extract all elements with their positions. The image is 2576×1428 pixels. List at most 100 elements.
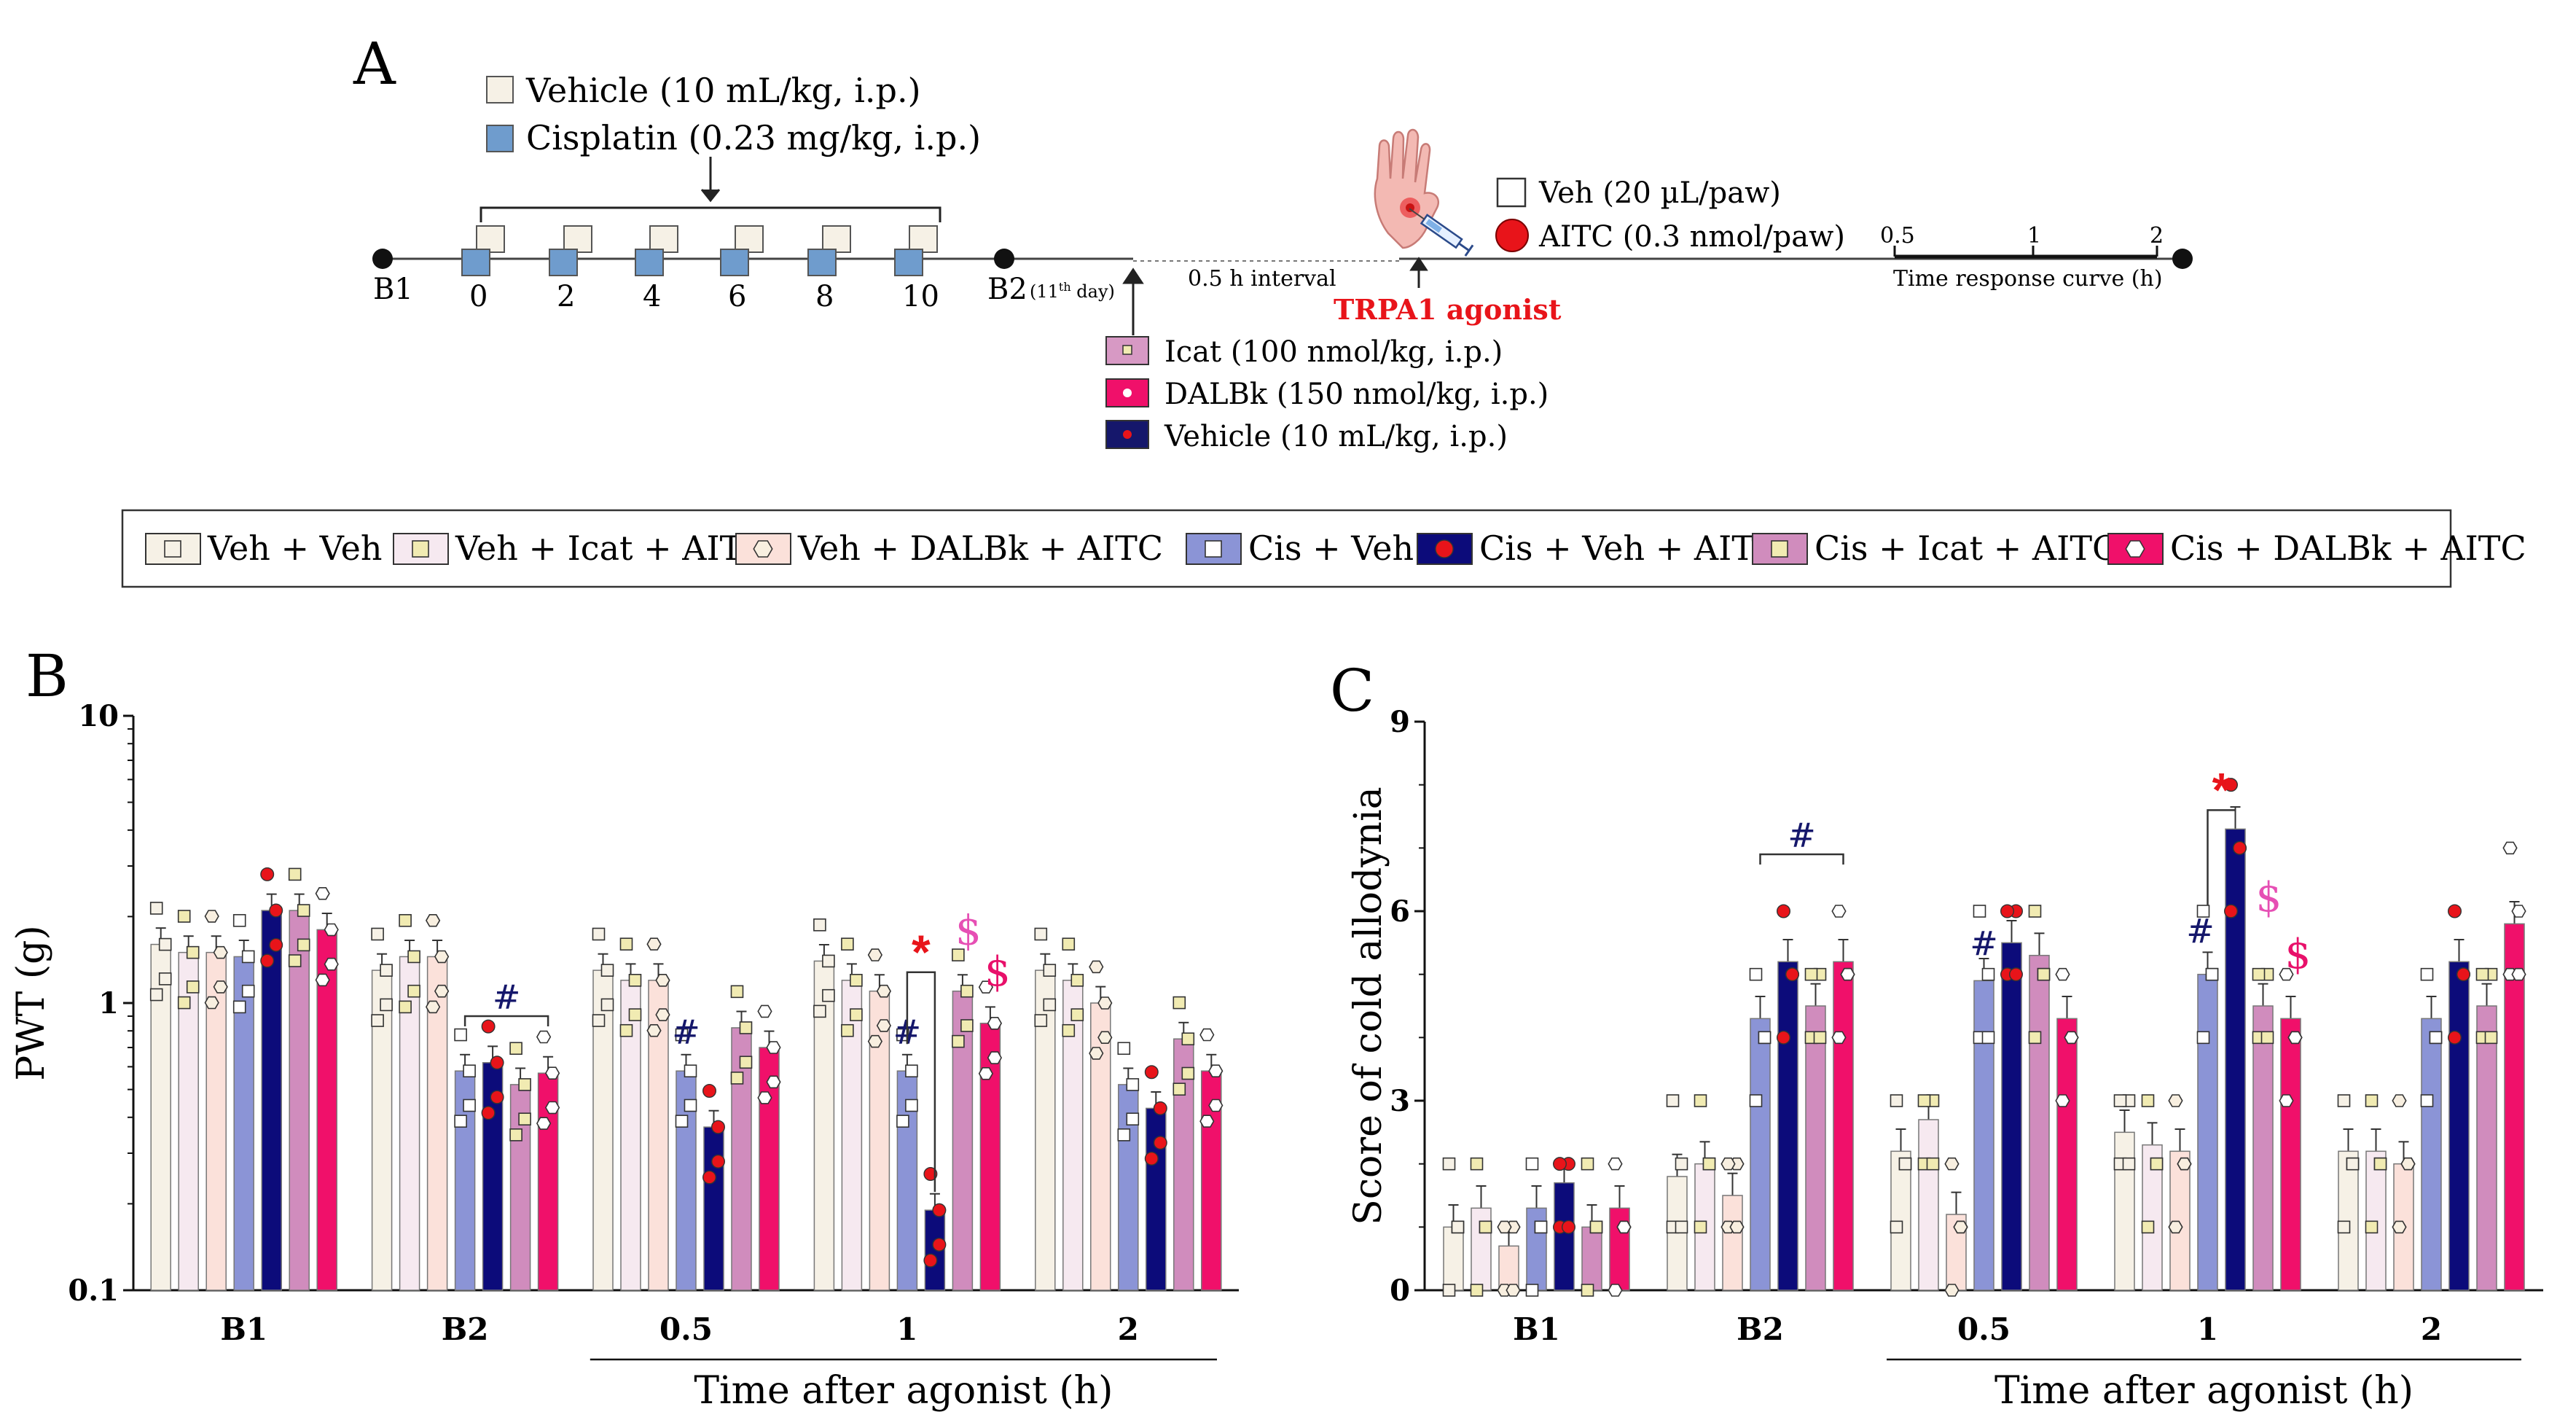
baseline2-note-prefix: (11	[1030, 281, 1059, 302]
data-point	[757, 1091, 772, 1104]
data-point	[822, 988, 835, 1002]
significance-bracket	[2207, 809, 2236, 905]
data-point	[2037, 967, 2051, 981]
bar-group	[1890, 904, 2079, 1297]
data-point	[536, 1030, 552, 1044]
data-point	[1043, 998, 1057, 1012]
data-point	[177, 910, 191, 923]
data-point	[2196, 1031, 2210, 1045]
data-point	[1034, 1014, 1048, 1027]
cisplatin-injection-icon	[549, 249, 578, 276]
significance-bracket	[1759, 853, 1844, 865]
data-point	[2392, 1220, 2407, 1234]
day-label: 2	[557, 280, 575, 313]
icat-swatch-icon	[1105, 336, 1149, 365]
data-point	[315, 887, 330, 900]
data-point	[1525, 1284, 1539, 1297]
data-point	[425, 1000, 441, 1014]
vehicle-injection-icon	[735, 225, 764, 253]
bar	[1918, 1119, 1939, 1291]
data-point	[2287, 1031, 2303, 1045]
data-point	[987, 1017, 1003, 1030]
data-point	[1561, 1220, 1575, 1234]
data-point	[2141, 1094, 2155, 1107]
annotation-dollar: $	[2256, 874, 2282, 921]
annotation-star: *	[912, 925, 931, 979]
data-point	[923, 1167, 938, 1182]
data-point	[2447, 1030, 2462, 1045]
data-point	[628, 974, 642, 987]
group-legend: Veh + Veh Veh + Icat + AITC Veh + DALBk + …	[121, 509, 2526, 588]
data-point	[149, 988, 163, 1002]
data-point	[1181, 1066, 1195, 1080]
timeline-end-dot-icon	[2172, 249, 2193, 269]
data-point	[711, 1154, 726, 1168]
legend-item: Veh + Icat + AITC	[393, 528, 768, 568]
bar	[1443, 1226, 1464, 1291]
data-point	[177, 996, 191, 1010]
data-point	[434, 984, 450, 998]
data-point	[2055, 967, 2070, 981]
data-point	[2260, 1031, 2274, 1045]
legend-item: Cis + Icat + AITC	[1752, 528, 2118, 568]
data-point	[241, 984, 255, 998]
injection-bracket	[479, 157, 941, 222]
data-point	[1153, 1136, 1167, 1150]
data-point	[867, 948, 883, 961]
data-point	[2168, 1220, 2183, 1234]
data-point	[509, 1128, 522, 1142]
data-point	[960, 984, 974, 998]
vehicle-ip-marker-icon	[1123, 430, 1132, 439]
data-point	[876, 1019, 892, 1032]
data-point	[2346, 1157, 2360, 1171]
data-point	[297, 938, 310, 952]
data-point	[730, 985, 744, 999]
bar	[261, 910, 282, 1291]
data-point	[1097, 996, 1113, 1010]
x-tick-label: B1	[1513, 1311, 1560, 1347]
bar	[1833, 961, 1854, 1291]
data-point	[1917, 1094, 1931, 1107]
data-point	[702, 1083, 717, 1098]
legend-swatch-icon	[1417, 533, 1473, 565]
cisplatin-injection-icon	[635, 249, 664, 276]
data-point	[2150, 1157, 2164, 1171]
data-point	[757, 1004, 772, 1018]
data-point	[850, 1008, 863, 1021]
y-tick-label: 1	[98, 986, 119, 1021]
data-point	[213, 945, 228, 959]
bar	[2476, 1005, 2497, 1291]
data-point	[241, 950, 255, 964]
y-tick-label: 0.1	[68, 1273, 119, 1308]
data-point	[1926, 1157, 1940, 1171]
data-point	[600, 998, 614, 1012]
data-point	[905, 1064, 918, 1078]
agonist-arrow-icon	[1409, 257, 1428, 288]
data-point	[2064, 1031, 2079, 1045]
vehicle-label: Vehicle (10 mL/kg, i.p.)	[525, 71, 921, 110]
legend-label: Cis + Veh + AITC	[1479, 528, 1780, 568]
interval-label: 0.5 h interval	[1188, 266, 1336, 292]
data-point	[1172, 996, 1186, 1010]
data-point	[1608, 1284, 1623, 1297]
panel-a-letter: A	[353, 30, 396, 98]
legend-marker-icon	[753, 540, 773, 558]
data-point	[297, 904, 310, 917]
day-label: 0	[469, 280, 488, 313]
bar	[2001, 942, 2022, 1291]
data-point	[1442, 1284, 1456, 1297]
data-point	[2223, 904, 2238, 918]
day-label: 4	[643, 280, 661, 313]
panel-letter: B	[26, 642, 68, 710]
data-point	[1043, 964, 1057, 977]
x-tick-label: 2	[2421, 1311, 2442, 1347]
treatment-dalbk-label: DALBk (150 nmol/kg, i.p.)	[1164, 378, 1549, 411]
data-point	[518, 1078, 531, 1091]
treatment-arrow-icon	[1122, 268, 1144, 335]
data-point	[2205, 967, 2219, 981]
legend-label: Veh + Icat + AITC	[455, 528, 768, 568]
data-point	[2365, 1094, 2379, 1107]
data-point	[978, 1067, 994, 1080]
legend-marker-icon	[1771, 540, 1788, 558]
